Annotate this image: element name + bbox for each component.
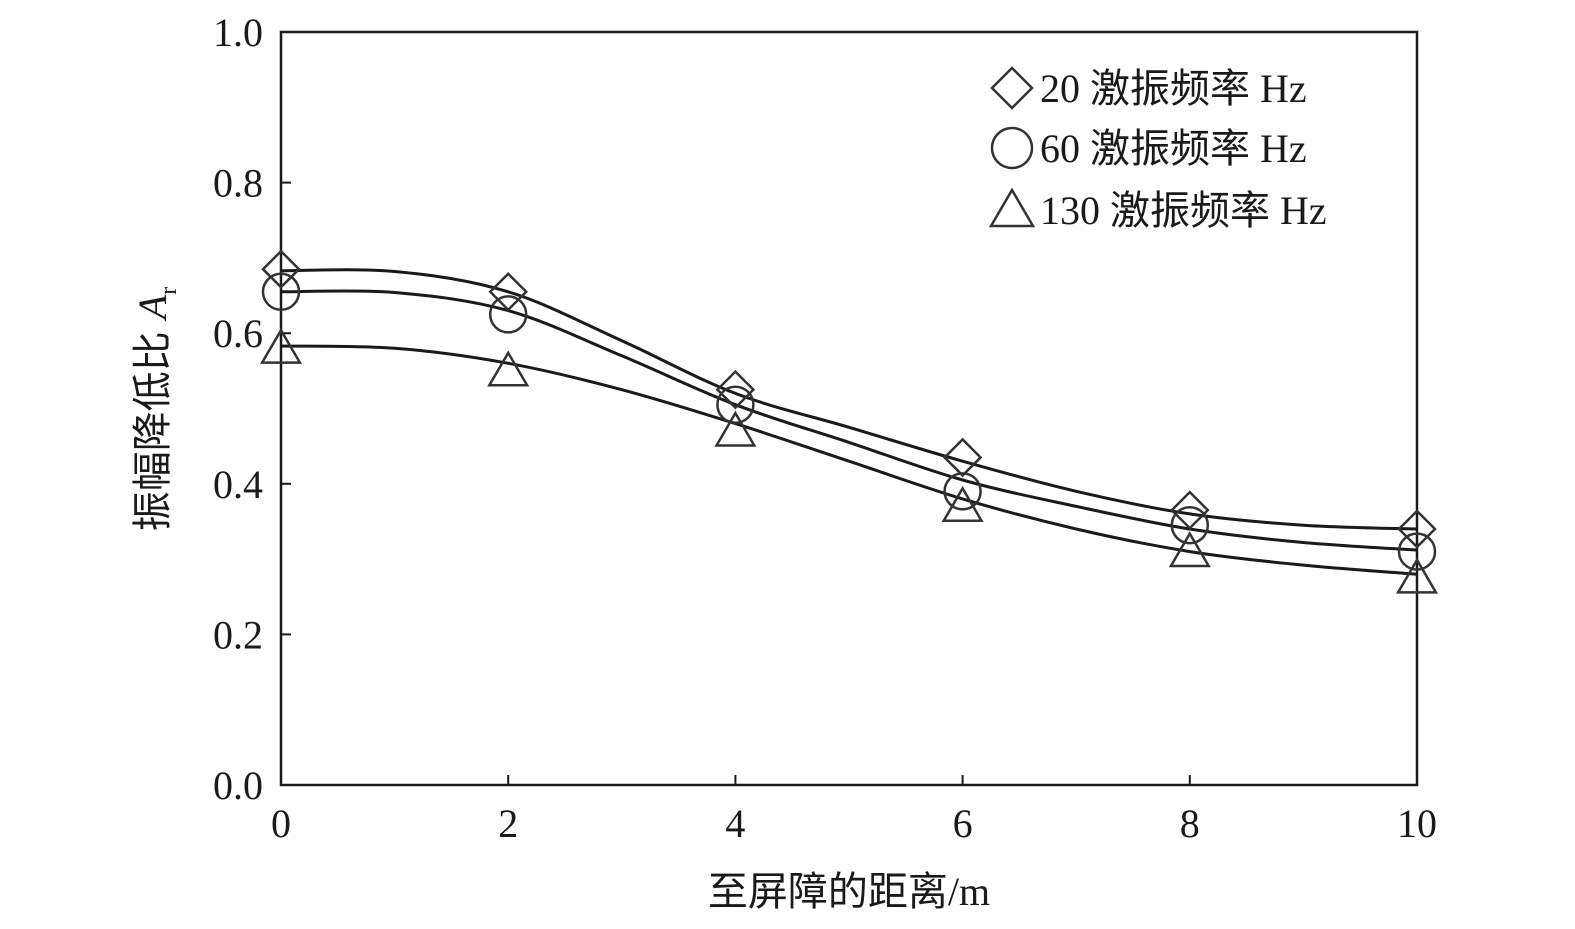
x-axis-label: 至屏障的距离/m [708, 869, 990, 914]
legend: 20 激振频率 Hz 60 激振频率 Hz 130 激振频率 Hz [988, 66, 1327, 233]
point-s1-2 [716, 385, 755, 424]
y-axis-label-subscript: r [156, 287, 182, 295]
x-tick-label-1: 2 [498, 801, 518, 846]
ticks: 0 2 4 6 8 10 0.0 0.2 0.4 0.6 0.8 1.0 [213, 10, 1437, 846]
y-axis-label-symbol: A [130, 294, 175, 322]
point-s0-2 [715, 369, 756, 410]
y-axis-label: 振幅降低比 Ar [130, 287, 182, 531]
point-s2-5 [1395, 557, 1439, 594]
point-s2-3 [941, 485, 984, 523]
legend-label-0: 20 激振频率 Hz [1040, 66, 1307, 111]
point-s1-3 [943, 472, 982, 511]
point-s0-3 [942, 437, 983, 478]
point-s1-1 [488, 295, 528, 334]
legend-label-2: 130 激振频率 Hz [1040, 188, 1327, 233]
x-tick-label-0: 0 [271, 801, 291, 846]
x-tick-label-2: 4 [725, 801, 745, 846]
legend-marker-1 [990, 126, 1034, 170]
point-s2-2 [714, 410, 757, 447]
point-s1-4 [1170, 505, 1210, 545]
y-tick-label-2: 0.4 [213, 462, 263, 507]
y-tick-label-3: 0.6 [213, 311, 263, 356]
legend-marker-0 [990, 66, 1034, 110]
point-s1-5 [1397, 532, 1437, 571]
fit-line-0 [280, 268, 1418, 531]
fit-line-1 [280, 289, 1418, 552]
point-s0-0 [261, 249, 301, 289]
point-s2-0 [259, 327, 303, 364]
y-tick-label-5: 1.0 [213, 10, 263, 55]
fit-curves [280, 268, 1418, 576]
x-tick-label-3: 6 [953, 801, 973, 846]
point-s0-1 [488, 272, 528, 312]
point-s0-5 [1397, 509, 1437, 549]
y-tick-label-0: 0.0 [213, 763, 263, 808]
point-s1-0 [261, 272, 301, 312]
data-markers [259, 249, 1439, 594]
y-tick-label-1: 0.2 [213, 612, 263, 657]
point-s2-1 [487, 350, 530, 387]
legend-label-1: 60 激振频率 Hz [1040, 126, 1307, 171]
legend-marker-2 [988, 187, 1036, 228]
point-s2-4 [1168, 531, 1211, 568]
plot-frame [279, 30, 1419, 787]
y-tick-label-4: 0.8 [213, 161, 263, 206]
x-tick-label-5: 10 [1397, 801, 1437, 846]
y-axis-label-text: 振幅降低比 [130, 331, 175, 531]
fit-line-2 [280, 344, 1418, 576]
x-tick-label-4: 8 [1180, 801, 1200, 846]
point-s0-4 [1170, 490, 1210, 530]
svg-text:振幅降低比Ar: 振幅降低比 Ar [130, 287, 182, 531]
